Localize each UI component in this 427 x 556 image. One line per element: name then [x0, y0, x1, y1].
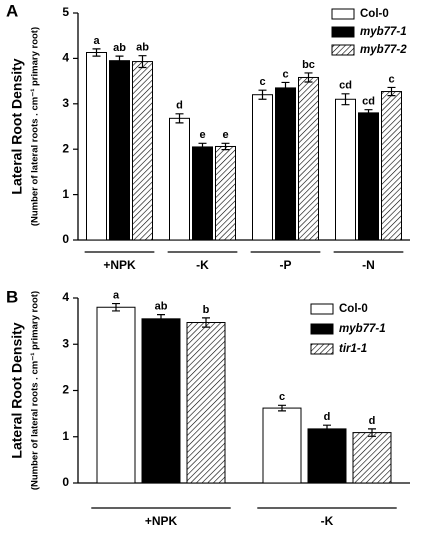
bar	[335, 98, 356, 241]
legend-swatch	[331, 26, 355, 38]
error-bar	[115, 55, 124, 66]
bar	[86, 51, 107, 241]
error-bar	[258, 89, 267, 100]
bar	[262, 407, 302, 484]
bar	[186, 322, 226, 484]
y-tick-label: 0	[62, 232, 69, 246]
significance-label: bc	[302, 59, 315, 71]
legend-label: myb77-1	[339, 323, 386, 335]
error-bar	[281, 81, 290, 94]
error-bar	[221, 142, 230, 151]
bar	[96, 306, 136, 484]
legend-label: Col-0	[360, 8, 389, 20]
bar	[192, 146, 213, 241]
bar	[132, 61, 153, 241]
x-tick-label: +NPK	[103, 258, 136, 272]
significance-label: e	[199, 129, 205, 141]
x-tick-label: +NPK	[145, 514, 178, 528]
significance-label: c	[388, 73, 394, 85]
bar	[298, 76, 319, 241]
significance-label: ab	[155, 301, 168, 313]
legend-swatch	[310, 303, 334, 315]
y-tick-label: 3	[62, 96, 69, 110]
significance-label: c	[259, 76, 265, 88]
legend-label: myb77-2	[360, 44, 407, 56]
error-bar	[304, 72, 313, 83]
significance-label: b	[203, 304, 210, 316]
error-bar	[198, 142, 207, 152]
legend-swatch	[310, 323, 334, 335]
significance-label: c	[282, 68, 288, 80]
legend-label: Col-0	[339, 303, 368, 315]
x-tick-label: -N	[362, 258, 375, 272]
y-tick-label: 0	[62, 475, 69, 489]
y-tick-label: 1	[62, 187, 69, 201]
x-tick-label: -P	[280, 258, 292, 272]
error-bar	[387, 86, 396, 97]
error-bar	[278, 404, 286, 412]
error-bar	[175, 113, 184, 124]
bar	[275, 87, 296, 241]
panel-label: B	[6, 287, 18, 306]
y-tick-label: 5	[62, 5, 69, 19]
y-tick-label: 1	[62, 429, 69, 443]
error-bar	[323, 424, 331, 434]
error-bar	[202, 317, 210, 328]
error-bar	[364, 109, 373, 117]
x-tick-label: -K	[321, 514, 334, 528]
y-axis-subtitle: (Number of lateral roots . cm⁻¹ primary …	[30, 291, 41, 490]
bar	[141, 318, 181, 484]
error-bar	[92, 48, 101, 57]
error-bar	[157, 314, 165, 324]
y-tick-label: 3	[62, 336, 69, 350]
significance-label: a	[93, 35, 100, 47]
legend-label: tir1-1	[339, 343, 367, 355]
significance-label: d	[324, 411, 331, 423]
bar	[358, 112, 379, 241]
error-bar	[341, 93, 350, 106]
y-tick-label: 2	[62, 141, 69, 155]
bar	[252, 94, 273, 241]
panel-label: A	[6, 1, 18, 20]
significance-label: ab	[113, 42, 126, 54]
y-tick-label: 4	[62, 51, 69, 65]
bar	[109, 60, 130, 241]
bar	[352, 432, 392, 484]
significance-label: ab	[136, 42, 149, 54]
bar	[169, 117, 190, 241]
error-bar	[112, 302, 120, 312]
legend-label: myb77-1	[360, 26, 407, 38]
error-bar	[368, 428, 376, 437]
y-tick-label: 2	[62, 383, 69, 397]
bar	[215, 145, 236, 241]
significance-label: e	[222, 129, 228, 141]
y-tick-label: 4	[62, 290, 69, 304]
y-axis-title: Lateral Root Density	[9, 322, 25, 458]
legend-swatch	[331, 8, 355, 20]
bar	[381, 91, 402, 241]
legend-swatch	[331, 44, 355, 56]
significance-label: cd	[339, 80, 352, 92]
x-tick-label: -K	[196, 258, 209, 272]
y-axis-title: Lateral Root Density	[9, 58, 25, 194]
significance-label: cd	[362, 96, 375, 108]
significance-label: d	[176, 100, 183, 112]
significance-label: d	[369, 415, 376, 427]
error-bar	[138, 55, 147, 69]
y-axis-subtitle: (Number of lateral roots . cm⁻¹ primary …	[30, 27, 41, 226]
significance-label: c	[279, 391, 285, 403]
significance-label: a	[113, 289, 120, 301]
bar	[307, 428, 347, 484]
legend-swatch	[310, 343, 334, 355]
